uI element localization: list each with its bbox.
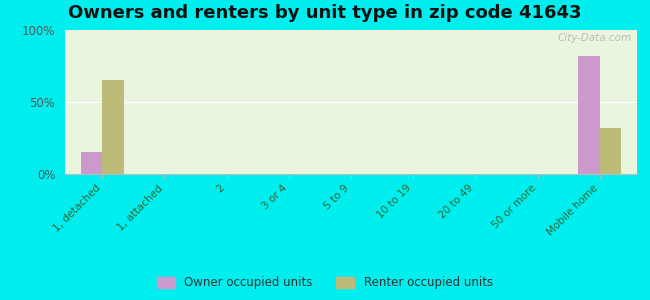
Text: City-Data.com: City-Data.com xyxy=(557,33,631,43)
Legend: Owner occupied units, Renter occupied units: Owner occupied units, Renter occupied un… xyxy=(153,272,497,294)
Bar xyxy=(600,128,621,174)
Bar xyxy=(102,80,124,174)
Text: Owners and renters by unit type in zip code 41643: Owners and renters by unit type in zip c… xyxy=(68,4,582,22)
Bar xyxy=(578,56,600,174)
Bar xyxy=(81,152,102,174)
